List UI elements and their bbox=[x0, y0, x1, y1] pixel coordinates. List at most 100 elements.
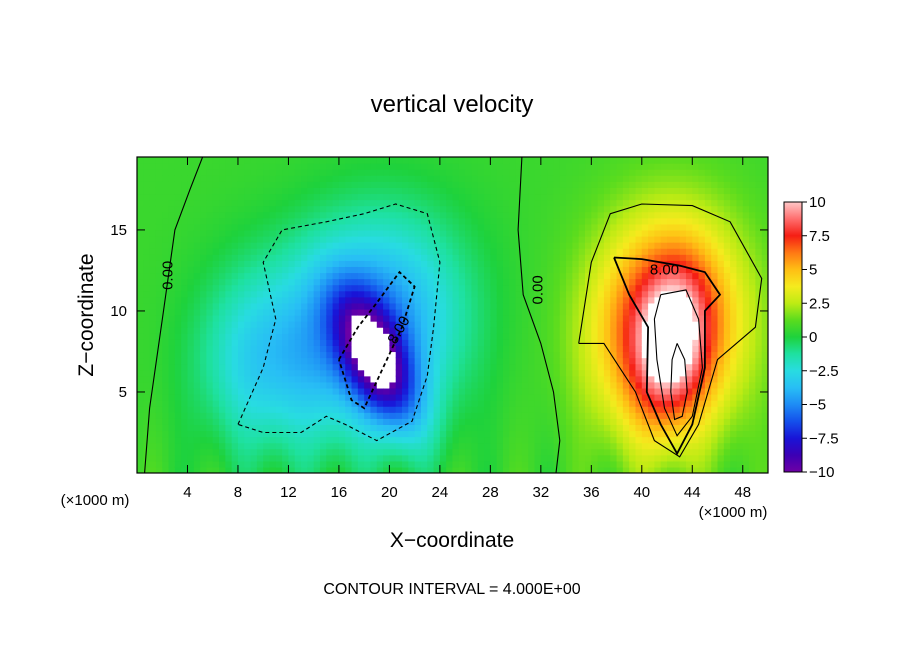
heatmap-cell bbox=[484, 290, 491, 298]
heatmap-cell bbox=[597, 375, 605, 383]
heatmap-cell bbox=[484, 400, 491, 407]
heatmap-cell bbox=[591, 394, 599, 401]
heatmap-cell bbox=[736, 327, 744, 334]
heatmap-cell bbox=[465, 412, 473, 419]
heatmap-cell bbox=[471, 272, 479, 280]
heatmap-cell bbox=[591, 163, 599, 170]
heatmap-cell bbox=[244, 333, 252, 340]
heatmap-cell bbox=[263, 229, 271, 237]
heatmap-cell bbox=[206, 387, 214, 395]
heatmap-cell bbox=[149, 266, 157, 274]
heatmap-cell bbox=[212, 193, 220, 201]
heatmap-cell bbox=[351, 229, 359, 237]
heatmap-cell bbox=[326, 315, 334, 322]
heatmap-cell bbox=[250, 290, 258, 298]
heatmap-cell bbox=[446, 339, 454, 346]
heatmap-cell bbox=[338, 315, 346, 322]
heatmap-cell bbox=[149, 193, 157, 201]
heatmap-cell bbox=[149, 454, 157, 462]
heatmap-cell bbox=[345, 418, 353, 425]
heatmap-cell bbox=[591, 266, 599, 274]
heatmap-cell bbox=[685, 169, 693, 176]
heatmap-cell bbox=[143, 327, 151, 334]
heatmap-cell bbox=[585, 223, 592, 231]
heatmap-cell bbox=[326, 339, 334, 346]
heatmap-cell bbox=[566, 308, 573, 316]
heatmap-cell bbox=[420, 290, 428, 298]
heatmap-cell bbox=[648, 345, 656, 353]
heatmap-cell bbox=[648, 205, 656, 213]
heatmap-cell bbox=[307, 339, 315, 346]
heatmap-cell bbox=[711, 381, 719, 389]
heatmap-cell bbox=[622, 339, 630, 346]
heatmap-cell bbox=[433, 345, 441, 353]
heatmap-cell bbox=[711, 412, 719, 419]
heatmap-cell bbox=[566, 284, 573, 292]
heatmap-cell bbox=[610, 387, 618, 395]
heatmap-cell bbox=[143, 272, 151, 280]
heatmap-cell bbox=[585, 211, 592, 219]
heatmap-cell bbox=[439, 418, 447, 425]
heatmap-cell bbox=[603, 321, 611, 328]
heatmap-cell bbox=[351, 223, 359, 231]
heatmap-cell bbox=[635, 254, 643, 261]
heatmap-cell bbox=[736, 284, 744, 292]
heatmap-cell bbox=[572, 315, 580, 322]
heatmap-cell bbox=[143, 193, 151, 201]
heatmap-cell bbox=[288, 424, 296, 432]
heatmap-cell bbox=[206, 381, 214, 389]
heatmap-cell bbox=[326, 211, 334, 219]
heatmap-cell bbox=[206, 369, 214, 377]
heatmap-cell bbox=[465, 430, 473, 438]
heatmap-cell bbox=[484, 369, 491, 377]
heatmap-cell bbox=[237, 217, 245, 225]
heatmap-cell bbox=[509, 266, 517, 274]
heatmap-cell bbox=[345, 327, 353, 334]
heatmap-cell bbox=[711, 369, 719, 377]
heatmap-cell bbox=[332, 193, 340, 201]
heatmap-cell bbox=[332, 278, 340, 286]
heatmap-cell bbox=[521, 369, 529, 377]
heatmap-cell bbox=[559, 163, 567, 170]
heatmap-cell bbox=[484, 229, 491, 237]
heatmap-cell bbox=[477, 454, 485, 462]
heatmap-cell bbox=[181, 217, 189, 225]
heatmap-cell bbox=[490, 284, 498, 292]
heatmap-cell bbox=[698, 430, 706, 438]
heatmap-cell bbox=[547, 436, 555, 444]
heatmap-cell bbox=[383, 278, 390, 286]
heatmap-cell bbox=[427, 363, 435, 371]
heatmap-cell bbox=[345, 290, 353, 298]
heatmap-cell bbox=[711, 205, 719, 213]
heatmap-cell bbox=[484, 466, 491, 473]
heatmap-cell bbox=[629, 363, 637, 371]
heatmap-cell bbox=[288, 321, 296, 328]
heatmap-cell bbox=[376, 199, 384, 207]
heatmap-cell bbox=[237, 242, 245, 249]
heatmap-cell bbox=[629, 345, 637, 353]
heatmap-cell bbox=[730, 436, 738, 444]
heatmap-cell bbox=[515, 369, 523, 377]
heatmap-cell bbox=[496, 351, 504, 359]
heatmap-cell bbox=[622, 236, 630, 243]
heatmap-cell bbox=[319, 157, 327, 164]
heatmap-cell bbox=[452, 363, 460, 371]
heatmap-cell bbox=[660, 430, 668, 438]
heatmap-cell bbox=[155, 302, 163, 310]
heatmap-cell bbox=[446, 448, 454, 456]
heatmap-cell bbox=[364, 448, 372, 456]
heatmap-cell bbox=[174, 169, 182, 176]
heatmap-cell bbox=[433, 430, 441, 438]
heatmap-cell bbox=[496, 466, 504, 473]
heatmap-cell bbox=[212, 381, 220, 389]
heatmap-cell bbox=[553, 327, 561, 334]
heatmap-cell bbox=[364, 284, 372, 292]
heatmap-cell bbox=[427, 272, 435, 280]
heatmap-cell bbox=[667, 315, 674, 322]
heatmap-cell bbox=[446, 181, 454, 188]
heatmap-cell bbox=[559, 169, 567, 176]
heatmap-cell bbox=[515, 387, 523, 395]
heatmap-cell bbox=[717, 375, 725, 383]
heatmap-cell bbox=[736, 272, 744, 280]
heatmap-cell bbox=[458, 199, 466, 207]
